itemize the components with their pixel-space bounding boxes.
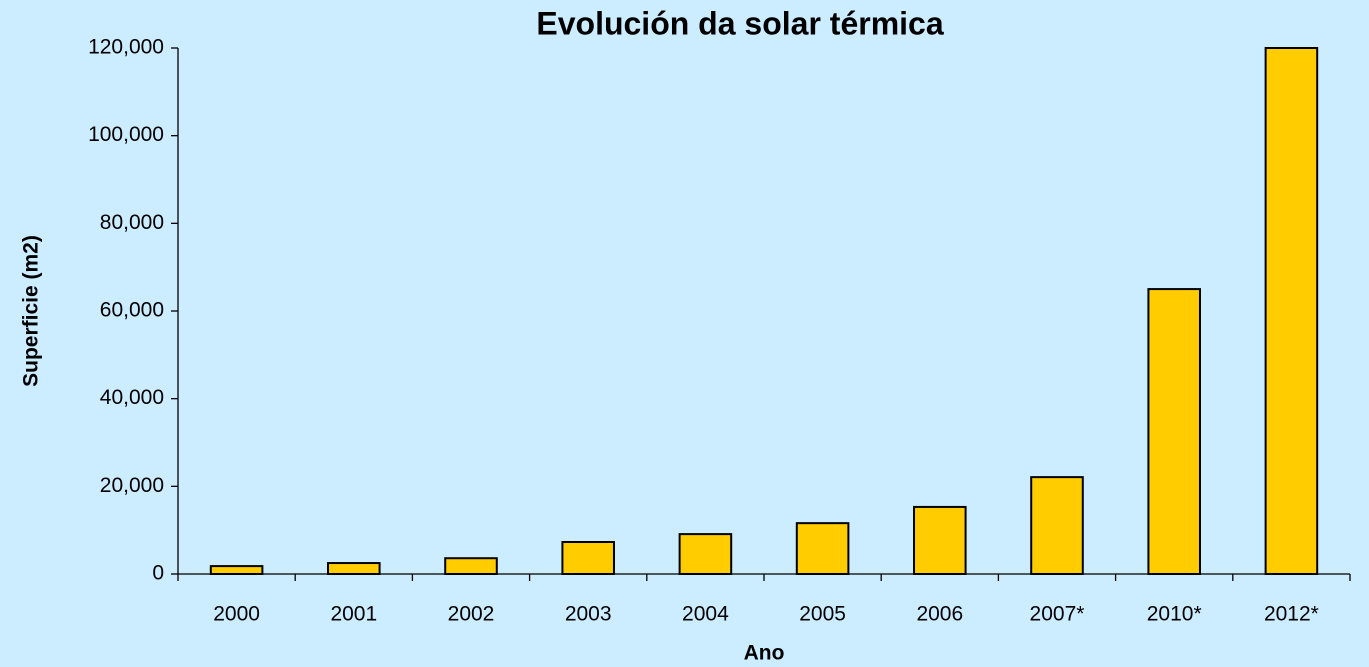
y-tick-label: 80,000 — [100, 211, 164, 234]
y-axis-title: Superficie (m2) — [20, 235, 43, 387]
y-tick-label: 20,000 — [100, 474, 164, 497]
bar — [561, 541, 615, 575]
y-tick-label: 120,000 — [88, 36, 164, 59]
bar — [1030, 476, 1084, 575]
bar — [209, 565, 264, 575]
bar — [795, 522, 850, 575]
x-tick-label: 2007* — [1030, 603, 1085, 626]
x-axis-title: Ano — [744, 642, 785, 665]
bar — [327, 562, 381, 576]
bar — [1147, 288, 1201, 575]
x-tick-label: 2010* — [1147, 603, 1202, 626]
x-tick-label: 2004 — [682, 603, 729, 626]
y-tick-label: 60,000 — [100, 299, 164, 322]
y-tick-label: 0 — [152, 562, 164, 585]
x-tick-label: 2002 — [448, 603, 495, 626]
x-tick-label: 2001 — [330, 603, 377, 626]
bar — [444, 557, 498, 575]
x-tick-label: 2012* — [1264, 603, 1319, 626]
bar — [913, 505, 967, 575]
y-tick-label: 100,000 — [88, 123, 164, 146]
y-tick-label: 40,000 — [100, 386, 164, 409]
x-tick-label: 2000 — [213, 603, 260, 626]
bar — [1264, 47, 1319, 575]
chart-title: Evolución da solar térmica — [536, 5, 943, 41]
x-tick-label: 2005 — [799, 603, 846, 626]
bar — [678, 533, 733, 576]
x-tick-label: 2003 — [565, 603, 612, 626]
x-tick-label: 2006 — [916, 603, 963, 626]
